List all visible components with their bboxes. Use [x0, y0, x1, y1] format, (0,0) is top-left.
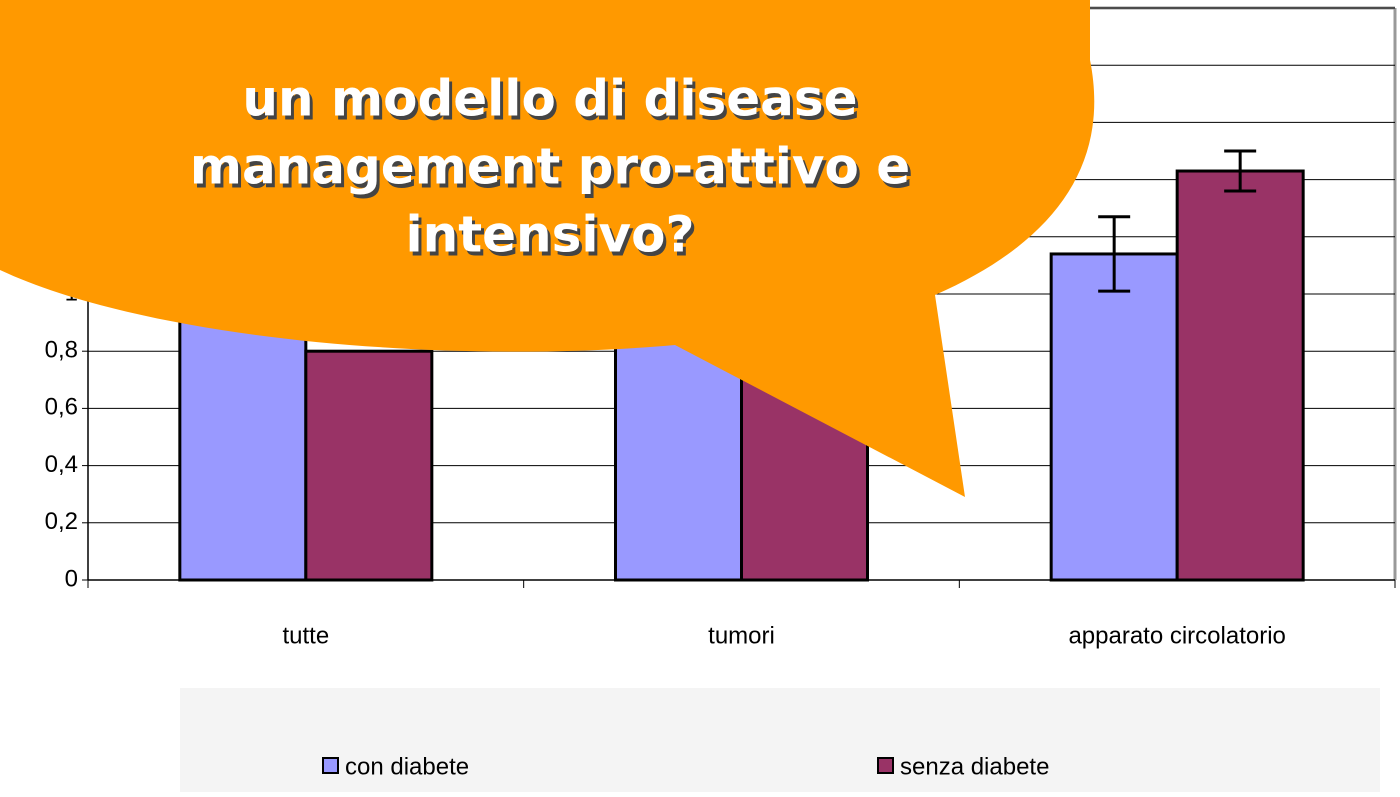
error-bar [1098, 215, 1131, 293]
callout-shadow: un modello di disease [245, 74, 860, 132]
x-tick-label: tutte [282, 622, 329, 649]
callout-bubble [0, 0, 1095, 497]
legend-label: senza diabete [900, 753, 1049, 780]
callout-text: management pro-attivo e [190, 138, 910, 196]
callout-text: intensivo? [406, 206, 695, 264]
bar [1049, 252, 1179, 582]
legend-box [180, 688, 1380, 792]
bar [304, 349, 434, 582]
error-bar [1224, 149, 1257, 193]
y-tick-label: 0 [65, 565, 78, 592]
bar [1175, 169, 1305, 582]
y-tick-label: 0,6 [45, 394, 78, 421]
legend-label: con diabete [345, 753, 469, 780]
legend-swatch [877, 757, 894, 774]
y-tick-label: 0,4 [45, 451, 78, 478]
x-tick-label: tumori [708, 622, 775, 649]
callout-shadow: intensivo? [409, 210, 698, 268]
callout-shadow: management pro-attivo e [193, 142, 913, 200]
x-tick-label: apparato circolatorio [1068, 622, 1285, 649]
y-tick-label: 0,8 [45, 337, 78, 364]
legend-swatch [322, 757, 339, 774]
y-tick-label: 0,2 [45, 508, 78, 535]
callout-text: un modello di disease [242, 70, 857, 128]
